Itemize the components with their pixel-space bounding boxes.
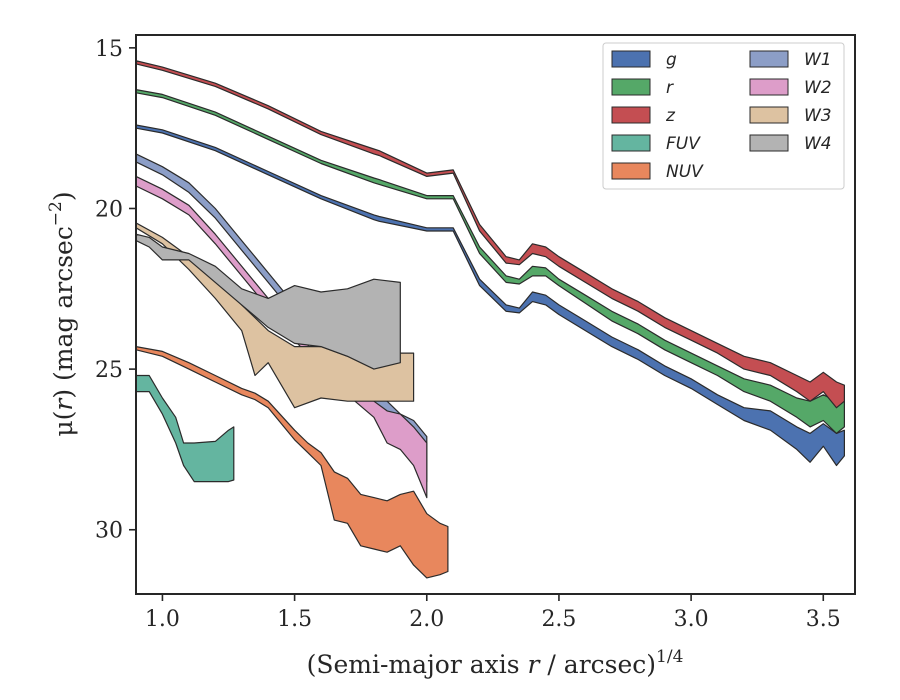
legend-label: W4: [804, 134, 832, 154]
legend-item-fuv: FUV: [611, 134, 701, 154]
x-tick-label: 3.5: [806, 607, 841, 632]
series-band-w2: [136, 175, 428, 499]
series-band-z: [136, 60, 846, 409]
legend-swatch: [749, 78, 789, 96]
legend-item-z: z: [611, 106, 676, 126]
legend: grz FUV NUV W1 W2 W3 W4: [602, 42, 845, 190]
legend-swatch: [749, 106, 789, 124]
series-band-fuv: [136, 374, 235, 483]
legend-label: FUV: [666, 134, 701, 154]
series-band-nuv: [136, 346, 449, 579]
legend-swatch: [611, 106, 651, 124]
x-axis: 1.0 1.5 2.0 2.5 3.0 3.5: [145, 594, 841, 632]
x-tick-label: 3.0: [674, 607, 709, 632]
legend-label: W3: [804, 106, 832, 126]
legend-swatch: [611, 50, 651, 68]
y-tick-label: 20: [95, 197, 123, 222]
x-tick-label: 1.5: [277, 607, 312, 632]
x-tick-label: 2.5: [541, 607, 576, 632]
series-layer: [136, 60, 846, 579]
series-band-r: [136, 88, 846, 434]
legend-label: r: [666, 78, 674, 98]
legend-label: NUV: [666, 162, 704, 182]
plot-frame: [135, 34, 856, 595]
legend-swatch: [749, 50, 789, 68]
y-tick-label: 30: [95, 519, 123, 544]
y-axis: 15 20 25 30: [95, 37, 136, 544]
x-tick-label: 2.0: [409, 607, 444, 632]
legend-item-nuv: NUV: [611, 162, 704, 182]
legend-swatch: [611, 78, 651, 96]
legend-label: g: [666, 50, 677, 70]
series-band-w4: [136, 233, 401, 370]
y-axis-label: μ(r) (mag arcsec−2): [46, 191, 78, 436]
series-band-g: [136, 124, 846, 467]
legend-label: z: [665, 106, 676, 126]
legend-item-w4: W4: [749, 134, 832, 154]
legend-item-w1: W1: [749, 50, 832, 70]
legend-label: W2: [804, 78, 832, 98]
legend-label: W1: [804, 50, 832, 70]
legend-item-g: g: [611, 50, 677, 70]
legend-item-w2: W2: [749, 78, 832, 98]
x-tick-label: 1.0: [145, 607, 180, 632]
x-axis-label: (Semi-major axis r / arcsec)1/4: [307, 647, 684, 679]
legend-item-r: r: [611, 78, 674, 98]
y-tick-label: 25: [95, 358, 123, 383]
legend-item-w3: W3: [749, 106, 832, 126]
legend-swatch: [611, 162, 651, 180]
y-tick-label: 15: [95, 37, 123, 62]
legend-swatch: [611, 134, 651, 152]
legend-swatch: [749, 134, 789, 152]
